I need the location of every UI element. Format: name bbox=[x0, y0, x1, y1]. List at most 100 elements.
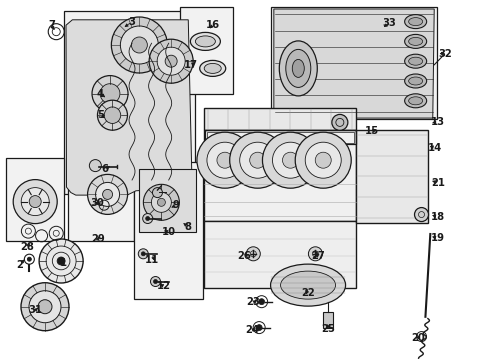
Text: 30: 30 bbox=[90, 198, 103, 208]
Bar bbox=[6, 158, 63, 241]
Text: 24: 24 bbox=[244, 325, 258, 336]
Text: 20: 20 bbox=[410, 333, 424, 343]
Text: 5: 5 bbox=[97, 110, 103, 120]
Circle shape bbox=[111, 17, 167, 73]
Text: 12: 12 bbox=[157, 281, 170, 291]
Circle shape bbox=[145, 216, 149, 221]
Text: 28: 28 bbox=[20, 242, 34, 252]
Ellipse shape bbox=[270, 264, 345, 306]
Ellipse shape bbox=[292, 59, 304, 77]
Text: 31: 31 bbox=[28, 305, 42, 315]
Circle shape bbox=[206, 142, 243, 178]
Text: 9: 9 bbox=[172, 200, 179, 210]
Circle shape bbox=[308, 247, 322, 261]
Text: 21: 21 bbox=[430, 178, 444, 188]
Text: 29: 29 bbox=[91, 234, 104, 244]
Circle shape bbox=[217, 152, 232, 168]
Circle shape bbox=[97, 100, 127, 130]
Text: 18: 18 bbox=[430, 212, 444, 222]
Ellipse shape bbox=[408, 37, 422, 45]
Circle shape bbox=[131, 37, 147, 53]
Text: 16: 16 bbox=[205, 20, 219, 30]
Text: 27: 27 bbox=[310, 251, 324, 261]
Text: 33: 33 bbox=[381, 18, 395, 28]
Text: 7: 7 bbox=[48, 20, 55, 30]
Circle shape bbox=[152, 188, 162, 198]
Polygon shape bbox=[66, 20, 191, 195]
Bar bbox=[68, 158, 134, 241]
Ellipse shape bbox=[404, 94, 426, 108]
Ellipse shape bbox=[404, 54, 426, 68]
Circle shape bbox=[149, 39, 193, 83]
Bar bbox=[139, 169, 195, 232]
Text: 17: 17 bbox=[183, 60, 197, 70]
Bar bbox=[204, 221, 355, 288]
Circle shape bbox=[229, 132, 285, 188]
Bar bbox=[204, 130, 355, 221]
Text: 2: 2 bbox=[16, 260, 23, 270]
Circle shape bbox=[157, 47, 185, 75]
Circle shape bbox=[305, 142, 341, 178]
Circle shape bbox=[151, 192, 171, 212]
Text: 10: 10 bbox=[162, 227, 175, 237]
Text: 26: 26 bbox=[237, 251, 251, 261]
Circle shape bbox=[153, 279, 157, 284]
Circle shape bbox=[120, 26, 158, 64]
Circle shape bbox=[13, 180, 57, 224]
Circle shape bbox=[57, 257, 65, 265]
Circle shape bbox=[246, 247, 260, 261]
Text: 32: 32 bbox=[437, 49, 451, 59]
Bar bbox=[322, 312, 333, 328]
Circle shape bbox=[89, 159, 101, 172]
Circle shape bbox=[315, 152, 330, 168]
Circle shape bbox=[38, 300, 52, 314]
Ellipse shape bbox=[404, 15, 426, 28]
Text: 14: 14 bbox=[427, 143, 442, 153]
Text: 3: 3 bbox=[128, 17, 135, 27]
Circle shape bbox=[331, 114, 347, 130]
Ellipse shape bbox=[280, 271, 335, 299]
Bar bbox=[63, 11, 194, 194]
Text: 23: 23 bbox=[246, 297, 260, 307]
Text: 11: 11 bbox=[144, 255, 159, 265]
Ellipse shape bbox=[285, 49, 310, 87]
Bar bbox=[355, 130, 427, 223]
Circle shape bbox=[256, 325, 262, 330]
Circle shape bbox=[258, 299, 264, 305]
Polygon shape bbox=[273, 9, 433, 118]
Circle shape bbox=[100, 84, 120, 104]
Ellipse shape bbox=[408, 97, 422, 105]
Circle shape bbox=[272, 142, 308, 178]
Circle shape bbox=[95, 183, 120, 206]
Bar bbox=[134, 162, 203, 299]
Ellipse shape bbox=[408, 77, 422, 85]
Circle shape bbox=[141, 252, 145, 256]
Circle shape bbox=[239, 142, 275, 178]
Text: 15: 15 bbox=[364, 126, 378, 136]
Circle shape bbox=[29, 291, 61, 323]
Circle shape bbox=[295, 132, 350, 188]
Ellipse shape bbox=[404, 74, 426, 88]
Ellipse shape bbox=[199, 60, 225, 76]
Circle shape bbox=[143, 184, 179, 220]
Bar bbox=[205, 130, 355, 144]
Ellipse shape bbox=[279, 41, 317, 96]
Circle shape bbox=[92, 76, 128, 112]
Circle shape bbox=[157, 198, 165, 206]
Ellipse shape bbox=[408, 57, 422, 65]
Circle shape bbox=[197, 132, 252, 188]
Ellipse shape bbox=[195, 36, 215, 47]
Ellipse shape bbox=[404, 35, 426, 48]
Circle shape bbox=[262, 132, 318, 188]
Ellipse shape bbox=[408, 18, 422, 26]
Bar bbox=[180, 7, 232, 94]
Text: 22: 22 bbox=[301, 288, 314, 298]
Circle shape bbox=[138, 249, 148, 259]
Bar bbox=[207, 132, 353, 143]
Text: 6: 6 bbox=[102, 164, 108, 174]
Circle shape bbox=[21, 188, 49, 216]
Circle shape bbox=[150, 276, 160, 287]
Circle shape bbox=[142, 213, 152, 224]
Text: 1: 1 bbox=[60, 258, 67, 268]
Circle shape bbox=[27, 257, 31, 261]
